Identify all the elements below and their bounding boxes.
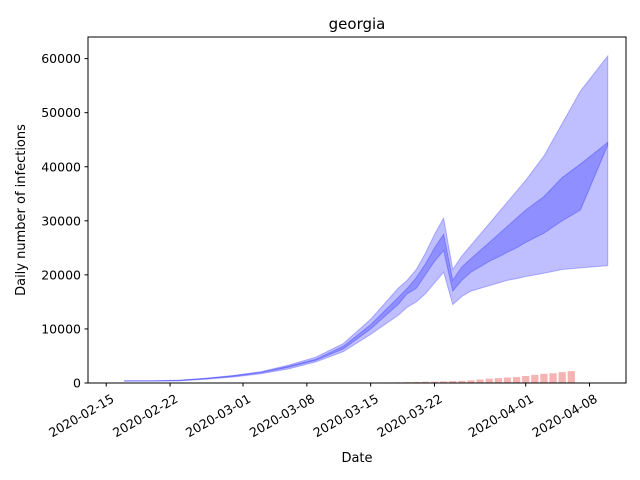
inner-band xyxy=(123,141,609,382)
y-axis: 0 10000 20000 30000 40000 50000 60000 xyxy=(41,51,88,391)
x-axis-label: Date xyxy=(341,451,372,466)
outer-band xyxy=(123,54,609,382)
x-tick-label: 2020-02-22 xyxy=(110,391,180,440)
x-tick-label: 2020-03-01 xyxy=(183,391,253,440)
y-tick-label: 0 xyxy=(73,376,81,391)
x-tick-label: 2020-02-15 xyxy=(46,391,116,440)
y-tick-label: 60000 xyxy=(41,51,81,66)
y-tick-label: 40000 xyxy=(41,159,81,174)
bar xyxy=(540,373,548,383)
bar xyxy=(503,377,512,383)
x-tick-label: 2020-04-08 xyxy=(529,391,599,440)
bar xyxy=(430,381,439,383)
y-tick-label: 30000 xyxy=(41,213,81,228)
bar xyxy=(485,378,493,383)
bar xyxy=(467,380,475,383)
chart-title: georgia xyxy=(329,15,386,33)
bar xyxy=(522,375,530,383)
y-tick-label: 50000 xyxy=(41,105,81,120)
x-tick-label: 2020-03-15 xyxy=(311,391,381,440)
bar xyxy=(458,380,466,383)
bar xyxy=(421,381,430,383)
bar xyxy=(567,371,575,383)
bar xyxy=(549,373,557,383)
y-tick-label: 10000 xyxy=(41,321,81,336)
band-layer xyxy=(123,54,609,382)
bar xyxy=(512,377,521,383)
bar xyxy=(558,372,566,383)
y-axis-label: Daily number of infections xyxy=(14,124,29,296)
bar xyxy=(449,381,457,383)
bars-layer xyxy=(357,371,575,384)
x-tick-label: 2020-03-08 xyxy=(247,391,317,440)
bar xyxy=(439,381,448,383)
plot-frame xyxy=(87,36,627,384)
x-tick-label: 2020-04-01 xyxy=(466,391,536,440)
bar xyxy=(476,379,484,383)
bar xyxy=(531,374,539,383)
y-tick-label: 20000 xyxy=(41,267,81,282)
bar xyxy=(494,378,502,383)
x-tick-label: 2020-03-22 xyxy=(374,391,444,440)
